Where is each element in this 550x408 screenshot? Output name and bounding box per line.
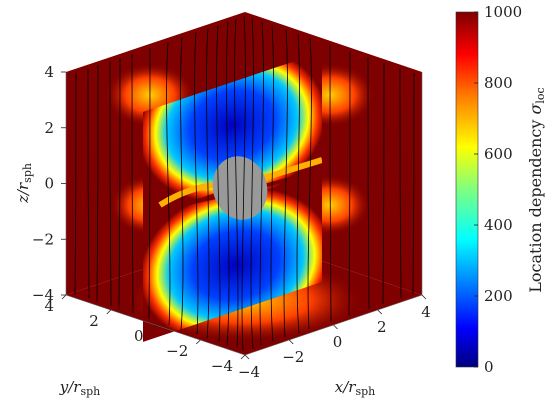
field-line: [283, 29, 288, 338]
colorbar-tick-label: 400: [484, 216, 513, 234]
field-line: [87, 68, 90, 299]
field-line: [96, 65, 99, 302]
z-axis: −4 −2 0 2 4: [32, 63, 66, 304]
field-line: [382, 63, 385, 304]
colorbar-ticks: 0 200 400 600 800 1000: [474, 3, 522, 376]
sphere: [212, 156, 268, 220]
x-tick-mark: [333, 324, 338, 330]
field-line: [329, 44, 332, 323]
z-axis-label: z/rsph: [14, 163, 34, 204]
field-line: [307, 38, 312, 329]
y-tick-label: 2: [89, 312, 99, 330]
y-axis: −4 −2 0 2 4: [44, 294, 246, 375]
z-tick-label: −2: [32, 230, 54, 248]
colorbar-tick-label: 800: [484, 74, 513, 92]
field-line: [216, 25, 221, 342]
x-tick-mark: [244, 354, 250, 360]
z-tick-label: 2: [44, 119, 54, 137]
y-axis-label: y/rsph: [59, 378, 100, 398]
y-tick-mark: [61, 294, 67, 300]
field-line: [412, 73, 415, 294]
field-line: [270, 25, 274, 342]
field-line: [148, 47, 151, 320]
y-tick-mark: [151, 324, 156, 330]
colorbar: 0 200 400 600 800 1000 Location dependency σl…: [455, 3, 547, 376]
y-tick-label: −4: [211, 357, 233, 375]
colorbar-tick-label: 1000: [484, 3, 522, 21]
y-tick-label: 0: [134, 327, 144, 345]
field-line: [74, 72, 77, 295]
y-tick-mark: [195, 339, 201, 345]
colorbar-label: Location dependency σloc: [526, 87, 547, 292]
colorbar-bar: [455, 11, 479, 368]
field-line: [194, 32, 199, 335]
colorbar-tick-label: 0: [484, 358, 494, 376]
y-tick-label: 4: [44, 297, 54, 315]
x-tick-label: 2: [377, 318, 387, 336]
x-tick-mark: [421, 294, 427, 300]
field-line: [367, 57, 370, 310]
x-tick-mark: [288, 339, 294, 345]
field-line: [131, 53, 134, 314]
field-line: [399, 68, 402, 299]
field-line: [234, 18, 239, 349]
z-tick-label: 0: [44, 175, 54, 193]
z-tick-label: −4: [32, 286, 54, 304]
field-line: [226, 21, 230, 346]
x-tick-label: −4: [238, 363, 260, 381]
field-lines: [74, 16, 415, 351]
x-tick-mark: [377, 309, 383, 315]
x-tick-label: 4: [421, 303, 431, 321]
field-line: [241, 16, 246, 351]
y-tick-mark: [240, 354, 246, 360]
x-tick-label: 0: [333, 333, 343, 351]
field-line: [296, 33, 300, 334]
field-line: [259, 21, 264, 346]
field-line: [109, 61, 112, 306]
x-tick-label: −2: [282, 348, 304, 366]
x-axis-label: x/rsph: [335, 378, 375, 398]
y-tick-mark: [106, 309, 112, 315]
y-tick-label: −2: [166, 342, 188, 360]
colorbar-tick-label: 600: [484, 145, 513, 163]
field-line: [348, 51, 351, 316]
field-line: [166, 41, 171, 326]
field-line: [180, 37, 184, 330]
field-line: [118, 57, 121, 310]
colorbar-tick-label: 200: [484, 287, 513, 305]
z-tick-label: 4: [44, 63, 54, 81]
x-axis: −4 −2 0 2 4: [238, 294, 431, 381]
field-line: [250, 18, 254, 349]
field-line: [206, 28, 210, 339]
